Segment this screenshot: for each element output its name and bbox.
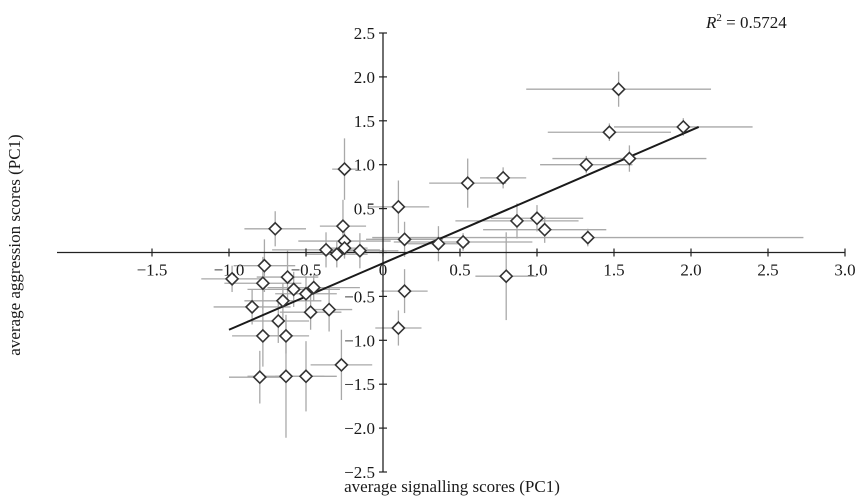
- data-point: [252, 370, 267, 385]
- data-point: [306, 280, 321, 295]
- data-point: [334, 357, 349, 373]
- x-axis-label: average signalling scores (PC1): [344, 477, 560, 496]
- data-point: [286, 282, 301, 297]
- y-tick-label: 2.5: [354, 24, 375, 43]
- data-point: [298, 286, 314, 301]
- x-tick-label: 0.5: [449, 261, 470, 280]
- data-point: [255, 328, 271, 344]
- r-squared-annotation: R2 = 0.5724: [705, 12, 787, 32]
- r2-exponent: 2: [716, 12, 722, 24]
- data-point: [329, 247, 344, 262]
- x-tick-label: −1.0: [214, 261, 245, 280]
- data-point: [580, 230, 595, 245]
- y-tick-label: −1.0: [344, 331, 375, 350]
- data-points: [224, 82, 691, 385]
- y-tick-label: −2.0: [344, 419, 375, 438]
- data-point: [611, 82, 626, 97]
- data-point: [298, 369, 314, 384]
- y-tick-label: 1.0: [354, 156, 375, 175]
- data-point: [529, 211, 545, 226]
- data-point: [268, 221, 283, 236]
- data-point: [278, 369, 294, 384]
- data-point: [495, 170, 511, 186]
- data-point: [337, 240, 352, 256]
- data-point: [275, 293, 291, 308]
- data-point: [321, 302, 337, 317]
- error-bars: [201, 71, 804, 438]
- data-point: [391, 199, 406, 214]
- y-axis-label: average aggression scores (PC1): [5, 134, 24, 355]
- y-tick-label: −0.5: [344, 287, 375, 306]
- x-tick-label: −1.5: [137, 261, 168, 280]
- data-point: [499, 269, 514, 284]
- y-tick-label: 0.5: [354, 200, 375, 219]
- y-tick-label: 2.0: [354, 68, 375, 87]
- r2-symbol: R: [705, 13, 717, 32]
- data-point: [280, 269, 295, 285]
- r2-value: = 0.5724: [722, 13, 787, 32]
- x-tick-label: 0: [379, 261, 388, 280]
- data-point: [602, 125, 617, 140]
- data-point: [460, 176, 475, 191]
- data-point: [224, 271, 240, 286]
- data-point: [303, 305, 318, 320]
- x-tick-label: 1.0: [526, 261, 547, 280]
- data-point: [509, 213, 525, 229]
- data-point: [335, 219, 351, 234]
- data-point: [391, 320, 406, 336]
- axes: [57, 32, 846, 473]
- data-point: [352, 243, 368, 258]
- x-tick-label: 2.5: [757, 261, 778, 280]
- data-point: [278, 328, 294, 344]
- data-point: [257, 258, 272, 273]
- data-point: [397, 284, 412, 299]
- x-tick-label: 3.0: [834, 261, 855, 280]
- data-point: [255, 276, 271, 291]
- data-point: [431, 236, 446, 251]
- x-tick-label: −0.5: [291, 261, 322, 280]
- data-point: [537, 222, 552, 237]
- y-tick-label: −2.5: [344, 463, 375, 482]
- data-point: [271, 313, 286, 329]
- data-point: [676, 119, 691, 135]
- y-tick-label: 1.5: [354, 112, 375, 131]
- data-point: [318, 242, 334, 257]
- data-point: [622, 151, 637, 166]
- x-tick-label: 2.0: [680, 261, 701, 280]
- x-tick-label: 1.5: [603, 261, 624, 280]
- y-tick-label: −1.5: [344, 375, 375, 394]
- data-point: [244, 299, 260, 315]
- data-point: [397, 232, 412, 247]
- tick-labels: −1.5 −1.0 −0.5 0 0.5 1.0 1.5 2.0 2.5 3.02.52.01.5…: [137, 24, 856, 482]
- data-point: [337, 161, 352, 177]
- data-point: [579, 157, 594, 172]
- data-point: [455, 234, 471, 250]
